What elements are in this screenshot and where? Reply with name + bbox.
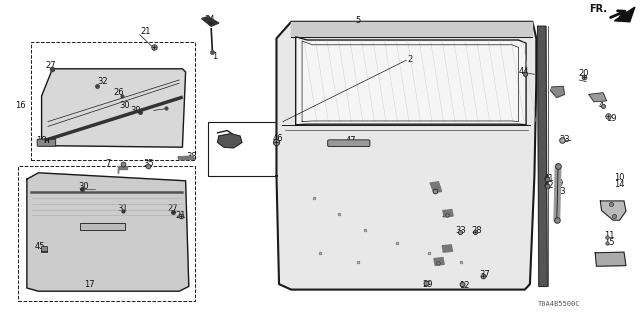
Polygon shape [443, 210, 453, 217]
Text: 27: 27 [46, 61, 56, 70]
Text: 14: 14 [614, 180, 625, 189]
Text: 20: 20 [579, 69, 589, 78]
Text: 45: 45 [35, 242, 45, 251]
Polygon shape [614, 7, 635, 22]
Polygon shape [296, 37, 526, 125]
Text: 30: 30 [78, 182, 88, 191]
Polygon shape [550, 86, 564, 98]
Text: 9: 9 [557, 180, 563, 188]
Text: 19: 19 [606, 114, 616, 123]
Text: 29: 29 [422, 280, 433, 289]
Text: 10: 10 [614, 173, 625, 182]
Text: 35: 35 [143, 159, 154, 168]
Text: 25: 25 [442, 245, 452, 254]
Text: 8: 8 [436, 258, 441, 267]
Text: 44: 44 [518, 67, 529, 76]
Text: 39: 39 [131, 106, 141, 115]
Bar [80, 223, 125, 230]
Text: 36: 36 [608, 255, 618, 264]
Text: 41: 41 [544, 174, 554, 183]
Polygon shape [600, 201, 626, 220]
Text: 31: 31 [118, 204, 128, 212]
Polygon shape [589, 93, 607, 102]
Text: 22: 22 [442, 210, 452, 219]
Text: 34: 34 [205, 15, 215, 24]
Text: 5: 5 [356, 16, 361, 25]
Polygon shape [276, 22, 536, 290]
Bar [208, 122, 304, 176]
Polygon shape [118, 166, 127, 173]
Text: 38: 38 [187, 152, 197, 161]
Text: 27: 27 [168, 204, 178, 212]
Text: 43: 43 [553, 88, 563, 97]
Polygon shape [430, 182, 442, 193]
Text: 7: 7 [105, 159, 110, 168]
Text: 13: 13 [555, 188, 565, 196]
FancyBboxPatch shape [37, 139, 56, 146]
Polygon shape [538, 26, 547, 286]
Text: 47: 47 [346, 136, 356, 145]
Text: 46: 46 [273, 134, 284, 143]
Text: 37: 37 [480, 270, 490, 279]
Polygon shape [595, 252, 626, 266]
Polygon shape [42, 69, 186, 147]
Text: 2: 2 [407, 55, 412, 64]
Text: 4: 4 [599, 101, 604, 110]
Text: 40: 40 [224, 136, 234, 145]
Text: 32: 32 [97, 77, 108, 86]
Polygon shape [442, 245, 452, 252]
Polygon shape [178, 156, 195, 160]
Text: 26: 26 [113, 88, 124, 97]
Text: 6: 6 [433, 184, 438, 193]
Text: 23: 23 [559, 135, 570, 144]
Text: 33: 33 [456, 226, 466, 235]
Text: 15: 15 [604, 238, 614, 247]
Polygon shape [218, 134, 242, 148]
Text: T0A4B5500C: T0A4B5500C [538, 300, 580, 307]
Polygon shape [202, 17, 219, 26]
Bar [18, 166, 195, 301]
Text: 17: 17 [84, 280, 95, 289]
Polygon shape [27, 173, 189, 291]
Text: 24: 24 [611, 204, 621, 212]
Text: H: H [44, 138, 49, 144]
Text: 21: 21 [141, 27, 151, 36]
Text: 16: 16 [15, 101, 26, 110]
Text: 30: 30 [120, 101, 130, 110]
Text: FR.: FR. [589, 4, 607, 14]
Text: 3: 3 [599, 93, 604, 102]
Text: 11: 11 [604, 231, 614, 240]
Text: 21: 21 [176, 211, 186, 220]
Text: 1: 1 [212, 52, 217, 60]
Text: 18: 18 [36, 136, 47, 145]
Text: 12: 12 [459, 281, 469, 290]
Text: 28: 28 [472, 226, 482, 235]
Text: 42: 42 [544, 181, 554, 190]
Polygon shape [434, 258, 444, 265]
FancyBboxPatch shape [328, 140, 370, 147]
Bar [31, 42, 195, 160]
